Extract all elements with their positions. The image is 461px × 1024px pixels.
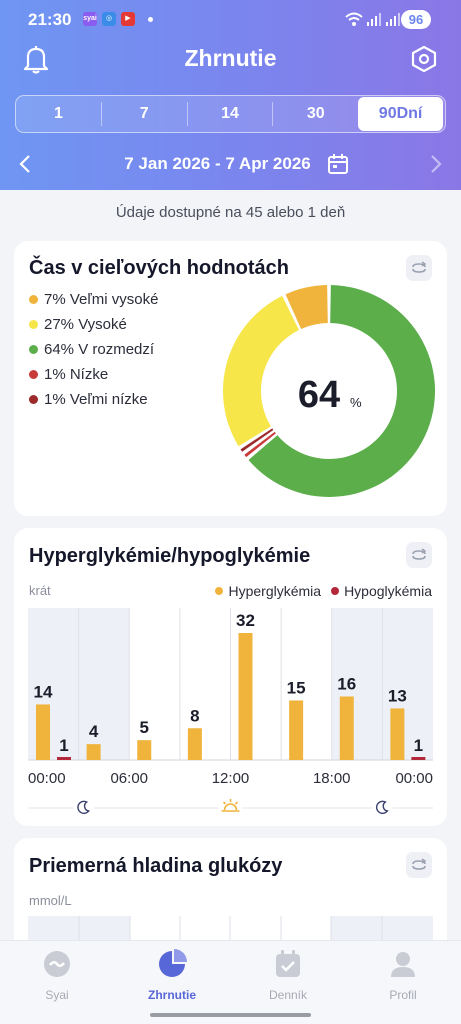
glucose-unit-label: mmol/L (29, 893, 72, 908)
x-tick-label: 18:00 (313, 770, 351, 787)
legend-hypo: Hypoglykémia (344, 583, 432, 599)
pie-chart-icon (159, 949, 187, 977)
tab-diary-label: Denník (268, 988, 308, 1002)
x-tick-label: 06:00 (110, 770, 148, 787)
tab-summary[interactable]: Zhrnutie (127, 949, 217, 1002)
youtube-icon: ▶ (121, 12, 135, 26)
date-range-row: 7 Jan 2026 - 7 Apr 2026 (0, 150, 461, 178)
period-tab-7[interactable]: 7 (100, 102, 187, 126)
notification-dot (148, 17, 153, 22)
settings-hexagon-icon[interactable] (409, 44, 439, 74)
calendar-icon[interactable] (327, 153, 349, 175)
hypo-bar (411, 757, 426, 760)
donut-slice-0 (285, 285, 328, 329)
chevron-right-icon[interactable] (429, 154, 443, 174)
target-icon: ◎ (102, 12, 116, 26)
donut-slice-3 (244, 431, 276, 458)
tir-card-title: Čas v cieľových hodnotách (29, 257, 289, 279)
donut-slice-2 (248, 285, 435, 497)
hyper-bar-label: 14 (34, 682, 53, 701)
glucose-card-title: Priemerná hladina glukózy (29, 855, 283, 877)
chevron-left-icon[interactable] (18, 154, 32, 174)
hyper-bar-label: 32 (236, 611, 255, 630)
hypo-bar (57, 757, 71, 760)
x-tick-label: 00:00 (28, 770, 66, 787)
status-time: 21:30 (28, 10, 72, 29)
calendar-check-icon (276, 950, 300, 977)
legend-very-high: 7% Veľmi vysoké (29, 287, 158, 312)
moon-icon (372, 800, 393, 816)
period-selector: 1 7 14 30 90Dní (15, 95, 446, 133)
legend-high: 27% Vysoké (29, 312, 158, 337)
tir-center-value: 64 (298, 374, 340, 416)
sync-icon[interactable] (406, 852, 432, 878)
hyper-bar-label: 5 (140, 718, 149, 737)
hyper-bar (137, 740, 152, 760)
x-tick-label: 00:00 (395, 770, 433, 787)
hyper-bar-label: 16 (337, 675, 356, 694)
donut-slice-1 (223, 295, 299, 447)
tab-summary-label: Zhrnutie (148, 988, 196, 1002)
time-in-range-card[interactable]: Čas v cieľových hodnotách 7% Veľmi vysok… (14, 241, 447, 516)
legend-in-range: 64% V rozmedzí (29, 337, 158, 362)
wifi-icon (345, 12, 363, 26)
hyper-bar (390, 708, 405, 760)
moon-icon (73, 800, 94, 816)
tir-donut-chart: 64 % (223, 285, 435, 497)
hyper-bar (289, 700, 304, 760)
period-tab-14[interactable]: 14 (186, 102, 273, 126)
sync-icon[interactable] (406, 542, 432, 568)
signal-icon (367, 13, 381, 26)
tab-syai-label: Syai (45, 988, 69, 1002)
hyper-bar-label: 8 (190, 706, 199, 725)
page-title: Zhrnutie (184, 45, 277, 71)
hyper-bar-label: 13 (388, 686, 407, 705)
hyper-bar (238, 633, 253, 760)
hyper-bar-label: 4 (89, 722, 99, 741)
signal-icon-2 (386, 13, 400, 26)
period-tab-30[interactable]: 30 (272, 102, 358, 126)
tab-profile[interactable]: Profil (358, 949, 448, 1002)
period-tab-1[interactable]: 1 (53, 105, 63, 122)
battery-level: 96 (401, 10, 431, 29)
status-bar: 21:30 syai ◎ ▶ 96 (0, 9, 461, 31)
hyper-bar (339, 696, 354, 760)
hyper-hypo-card[interactable]: Hyperglykémie/hypoglykémie krát Hypergly… (14, 528, 447, 826)
sun-icon (218, 799, 243, 815)
tir-center-unit: % (350, 395, 362, 410)
bottom-tab-bar: Syai Zhrnutie Denník Profil (0, 940, 461, 1024)
tir-legend: 7% Veľmi vysoké 27% Vysoké 64% V rozmedz… (29, 287, 158, 412)
home-indicator (150, 1013, 311, 1017)
hypo-bar-label: 1 (59, 736, 68, 755)
profile-icon (391, 952, 415, 977)
summary-header: 21:30 syai ◎ ▶ 96 Zhrnutie (0, 0, 461, 190)
hyper-unit-label: krát (29, 583, 51, 598)
x-tick-label: 12:00 (212, 770, 250, 787)
tab-profile-label: Profil (389, 988, 417, 1002)
hyper-card-title: Hyperglykémie/hypoglykémie (29, 545, 311, 567)
syai-logo-icon (44, 951, 70, 977)
hypo-bar-label: 1 (414, 736, 423, 755)
sync-icon[interactable] (406, 255, 432, 281)
syai-icon: syai (83, 12, 97, 26)
period-tab-90[interactable]: 90Dní (358, 97, 443, 131)
hyper-bar (187, 728, 202, 760)
donut-slice-4 (240, 428, 274, 452)
hyper-legend: Hyperglykémia Hypoglykémia (205, 583, 432, 599)
legend-very-low: 1% Veľmi nízke (29, 387, 158, 412)
bell-icon[interactable] (22, 44, 50, 74)
hyper-bar (36, 704, 50, 760)
date-range: 7 Jan 2026 - 7 Apr 2026 (124, 154, 311, 173)
tab-syai[interactable]: Syai (12, 949, 102, 1002)
hyper-bar (86, 744, 101, 760)
hyper-bar-label: 15 (287, 678, 306, 697)
tab-diary[interactable]: Denník (243, 949, 333, 1002)
legend-low: 1% Nízke (29, 362, 158, 387)
legend-hyper: Hyperglykémia (228, 583, 322, 599)
data-availability-text: Údaje dostupné na 45 alebo 1 deň (115, 204, 346, 221)
